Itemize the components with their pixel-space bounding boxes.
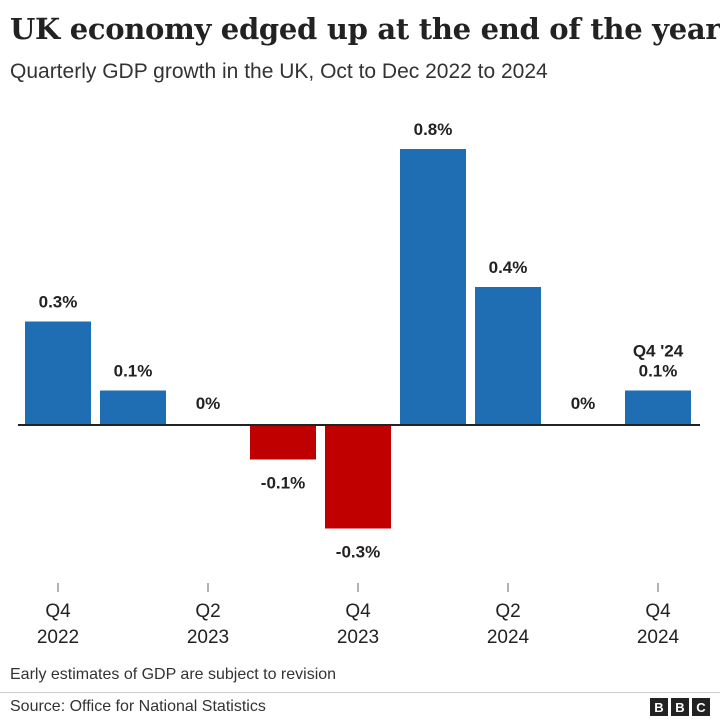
bar (325, 425, 391, 529)
data-label: 0% (571, 394, 596, 413)
x-tick-label: Q2 (195, 601, 220, 622)
bar-annotation: Q4 '24 (633, 342, 684, 361)
bar (625, 390, 691, 425)
x-tick-label: 2022 (37, 627, 79, 648)
data-label: -0.3% (336, 543, 380, 562)
data-label: 0.4% (489, 258, 528, 277)
revision-note: Early estimates of GDP are subject to re… (10, 666, 337, 683)
source-text: Source: Office for National Statistics (10, 698, 266, 715)
x-tick-label: 2023 (187, 627, 229, 648)
bar (250, 425, 316, 460)
x-tick-label: Q4 (645, 601, 671, 622)
data-label: 0.3% (39, 293, 78, 312)
footer-divider (0, 692, 720, 693)
chart-title: UK economy edged up at the end of the ye… (10, 12, 720, 46)
x-tick-label: Q2 (495, 601, 520, 622)
bbc-logo: B B C (650, 698, 710, 716)
bar (25, 321, 91, 425)
gdp-bar-chart: 0.3%0.1%0%-0.1%-0.3%0.8%0.4%0%0.1%Q4 '24… (18, 120, 700, 648)
bar (100, 390, 166, 425)
bbc-logo-letter: B (650, 698, 668, 716)
x-tick-label: Q4 (345, 601, 371, 622)
data-label: 0% (196, 394, 221, 413)
x-tick-label: 2024 (637, 627, 680, 648)
x-tick-label: Q4 (45, 601, 71, 622)
chart-subtitle: Quarterly GDP growth in the UK, Oct to D… (10, 60, 548, 83)
bar (400, 149, 466, 425)
x-tick-label: 2024 (487, 627, 530, 648)
data-label: 0.8% (414, 120, 453, 139)
bbc-logo-letter: C (692, 698, 710, 716)
data-label: 0.1% (114, 362, 153, 381)
data-label: 0.1% (639, 362, 678, 381)
data-label: -0.1% (261, 474, 305, 493)
bar (475, 287, 541, 425)
x-tick-label: 2023 (337, 627, 379, 648)
bbc-logo-letter: B (671, 698, 689, 716)
